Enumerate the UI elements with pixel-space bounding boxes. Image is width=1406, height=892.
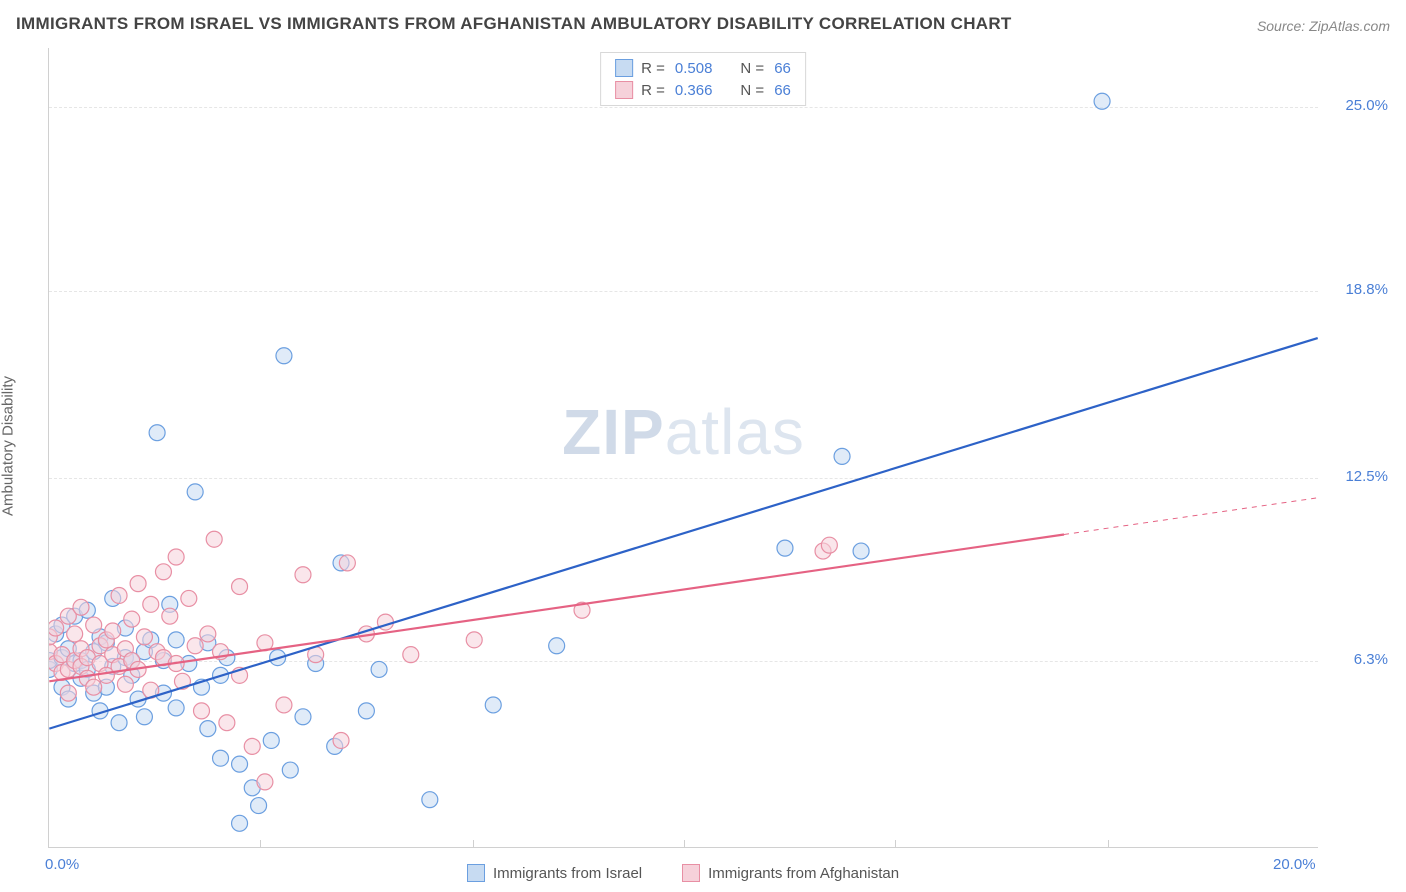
data-point <box>232 815 248 831</box>
data-point <box>282 762 298 778</box>
data-point <box>187 484 203 500</box>
data-point <box>777 540 793 556</box>
legend-item-afghanistan: Immigrants from Afghanistan <box>682 864 899 882</box>
data-point <box>155 564 171 580</box>
swatch-blue <box>467 864 485 882</box>
data-point <box>194 703 210 719</box>
data-point <box>485 697 501 713</box>
data-point <box>232 579 248 595</box>
data-point <box>257 774 273 790</box>
data-point <box>86 617 102 633</box>
n-label: N = <box>740 82 764 99</box>
data-point <box>49 620 64 636</box>
data-point <box>295 567 311 583</box>
data-point <box>1094 93 1110 109</box>
plot-svg <box>49 48 1318 847</box>
legend-row-afghanistan: R = 0.366 N = 66 <box>611 79 795 101</box>
data-point <box>403 647 419 663</box>
r-label: R = <box>641 60 665 77</box>
swatch-blue <box>615 59 633 77</box>
ytick-label: 6.3% <box>1354 651 1388 668</box>
data-point <box>276 697 292 713</box>
data-point <box>834 448 850 464</box>
data-point <box>149 425 165 441</box>
swatch-pink <box>682 864 700 882</box>
data-point <box>60 685 76 701</box>
n-value-israel: 66 <box>774 60 791 77</box>
source-attribution: Source: ZipAtlas.com <box>1257 18 1390 34</box>
n-value-afghanistan: 66 <box>774 82 791 99</box>
data-point <box>124 611 140 627</box>
data-point <box>200 721 216 737</box>
data-point <box>358 703 374 719</box>
data-point <box>130 576 146 592</box>
data-point <box>168 549 184 565</box>
r-value-afghanistan: 0.366 <box>675 82 713 99</box>
r-label: R = <box>641 82 665 99</box>
legend-row-israel: R = 0.508 N = 66 <box>611 57 795 79</box>
data-point <box>821 537 837 553</box>
data-point <box>466 632 482 648</box>
correlation-legend: R = 0.508 N = 66 R = 0.366 N = 66 <box>600 52 806 106</box>
data-point <box>333 732 349 748</box>
data-point <box>232 756 248 772</box>
data-point <box>111 587 127 603</box>
data-point <box>263 732 279 748</box>
data-point <box>549 638 565 654</box>
chart-title: IMMIGRANTS FROM ISRAEL VS IMMIGRANTS FRO… <box>16 14 1012 34</box>
data-point <box>168 700 184 716</box>
data-point <box>219 715 235 731</box>
trend-line <box>49 338 1317 729</box>
data-point <box>111 715 127 731</box>
data-point <box>213 750 229 766</box>
data-point <box>67 626 83 642</box>
data-point <box>162 608 178 624</box>
y-axis-label: Ambulatory Disability <box>0 376 17 516</box>
ytick-label: 25.0% <box>1345 97 1388 114</box>
data-point <box>117 676 133 692</box>
data-point <box>206 531 222 547</box>
data-point <box>86 679 102 695</box>
data-point <box>276 348 292 364</box>
data-point <box>136 629 152 645</box>
trend-line <box>49 535 1064 682</box>
scatter-plot: ZIPatlas 6.3%12.5%18.8%25.0%0.0%20.0% <box>48 48 1318 848</box>
data-point <box>371 661 387 677</box>
data-point <box>422 792 438 808</box>
r-value-israel: 0.508 <box>675 60 713 77</box>
data-point <box>295 709 311 725</box>
swatch-pink <box>615 81 633 99</box>
series-legend: Immigrants from Israel Immigrants from A… <box>48 864 1318 882</box>
n-label: N = <box>740 60 764 77</box>
data-point <box>143 596 159 612</box>
data-point <box>200 626 216 642</box>
data-point <box>187 638 203 654</box>
ytick-label: 12.5% <box>1345 468 1388 485</box>
legend-label-afghanistan: Immigrants from Afghanistan <box>708 865 899 882</box>
data-point <box>853 543 869 559</box>
data-point <box>244 738 260 754</box>
data-point <box>136 709 152 725</box>
data-point <box>181 590 197 606</box>
trend-line-extrapolated <box>1064 498 1318 535</box>
data-point <box>105 623 121 639</box>
data-point <box>251 798 267 814</box>
legend-label-israel: Immigrants from Israel <box>493 865 642 882</box>
legend-item-israel: Immigrants from Israel <box>467 864 642 882</box>
data-point <box>339 555 355 571</box>
ytick-label: 18.8% <box>1345 281 1388 298</box>
data-point <box>168 632 184 648</box>
data-point <box>73 599 89 615</box>
